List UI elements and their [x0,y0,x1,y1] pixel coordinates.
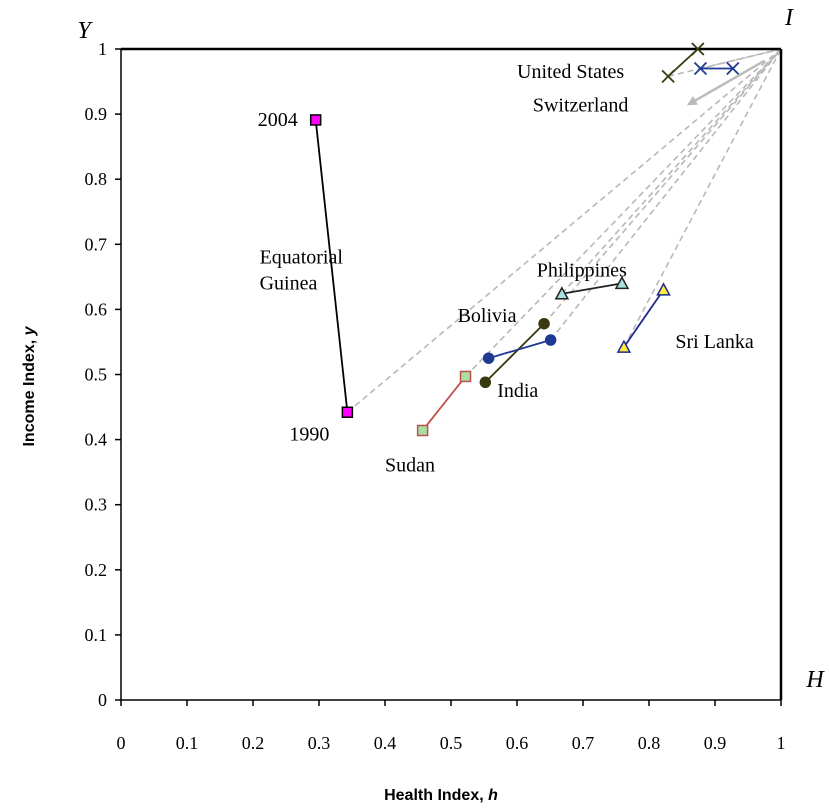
series-line-india [484,323,545,383]
x-tick-label: 0.7 [572,733,595,753]
data-point-switzerland [693,61,708,76]
x-axis-title: Health Index, h [384,787,498,804]
dashed-line-to-ideal [550,48,782,341]
annotation-sri-lanka: Sri Lanka [675,331,753,353]
y-tick-label: 0.2 [85,560,108,580]
series-layer [309,42,740,437]
ideal-point-label: I [784,5,794,31]
series-equatorial-guinea [309,114,354,419]
data-point-united-states [691,42,705,56]
y-tick-label: 0.9 [85,104,108,124]
series-bolivia [482,334,557,364]
annotation-switzerland: Switzerland [533,95,629,117]
annotation-india: India [497,380,538,402]
series-switzerland [693,61,740,76]
dashed-line-to-ideal [561,48,782,295]
y-tick-label: 0.1 [85,625,108,645]
series-india [479,317,550,389]
series-sudan [416,370,472,437]
x-tick-label: 0.5 [440,733,463,753]
data-point-philippines [554,286,570,300]
dashed-line-to-ideal [464,48,782,378]
switzerland-arrow [686,59,766,106]
annotation-sudan: Sudan [385,455,435,477]
series-philippines [554,275,630,300]
x-tick-label: 0.6 [506,733,529,753]
y-tick-label: 0.7 [85,234,108,254]
annotation-bolivia: Bolivia [458,305,517,327]
data-point-equatorial-guinea [341,406,354,419]
x-tick-label: 0.9 [704,733,727,753]
data-point-bolivia [482,352,495,364]
series-sri-lanka [616,282,671,353]
data-point-india [538,317,550,330]
y-tick-label: 0.4 [85,430,108,450]
y-axis-title: Income Index, y [21,325,38,446]
h-corner-label: H [805,667,825,693]
data-point-sudan [459,370,472,383]
data-point-equatorial-guinea [309,114,322,126]
x-tick-label: 0.3 [308,733,331,753]
data-point-philippines [614,275,630,290]
y-tick-label: 0.3 [85,495,108,515]
series-line-sri-lanka [623,289,665,348]
y-tick-label: 1 [98,39,107,59]
dashed-line-to-ideal [700,48,782,70]
annotation-philippines: Philippines [537,259,627,281]
x-tick-label: 0.4 [374,733,397,753]
annotation-guinea: Guinea [260,272,318,294]
x-tick-label: 1 [777,733,786,753]
annotation-equatorial: Equatorial [260,246,344,268]
x-tick-label: 0 [117,733,126,753]
dashed-line-to-ideal [623,48,782,348]
series-line-philippines [561,282,623,295]
x-tick-label: 0.8 [638,733,661,753]
y-corner-label: Y [77,18,93,44]
y-tick-label: 0.8 [85,169,108,189]
data-point-bolivia [544,334,557,346]
data-point-india [479,376,492,389]
dashed-lines-layer [346,48,782,413]
annotation-1990: 1990 [289,423,329,445]
text-layer: 2004 1990 Equatorial Guinea Sudan India Bolivi… [258,59,766,477]
dashed-line-to-ideal [543,48,782,325]
series-line-sudan [421,375,467,432]
x-tick-label: 0.1 [176,733,199,753]
axes-layer: 0 0.1 0.2 0.3 0.4 0.5 0.6 0.7 0.8 0.9 1 0 0.1 0.2 0.3 0… [21,5,825,804]
y-tick-label: 0.6 [85,299,108,319]
series-line-bolivia [488,339,551,360]
y-tick-label: 0 [98,690,107,710]
series-united-states [661,42,705,83]
data-point-sri-lanka [656,282,671,296]
annotation-united-states: United States [517,61,624,83]
x-tick-label: 0.2 [242,733,265,753]
dashed-line-to-ideal [346,48,782,413]
y-tick-label: 0.5 [85,365,108,385]
data-point-sudan [416,424,429,437]
data-point-united-states [661,69,675,83]
data-point-sri-lanka [616,339,632,353]
annotation-2004: 2004 [258,109,298,131]
data-point-switzerland [726,61,740,76]
series-line-equatorial-guinea [314,119,349,413]
